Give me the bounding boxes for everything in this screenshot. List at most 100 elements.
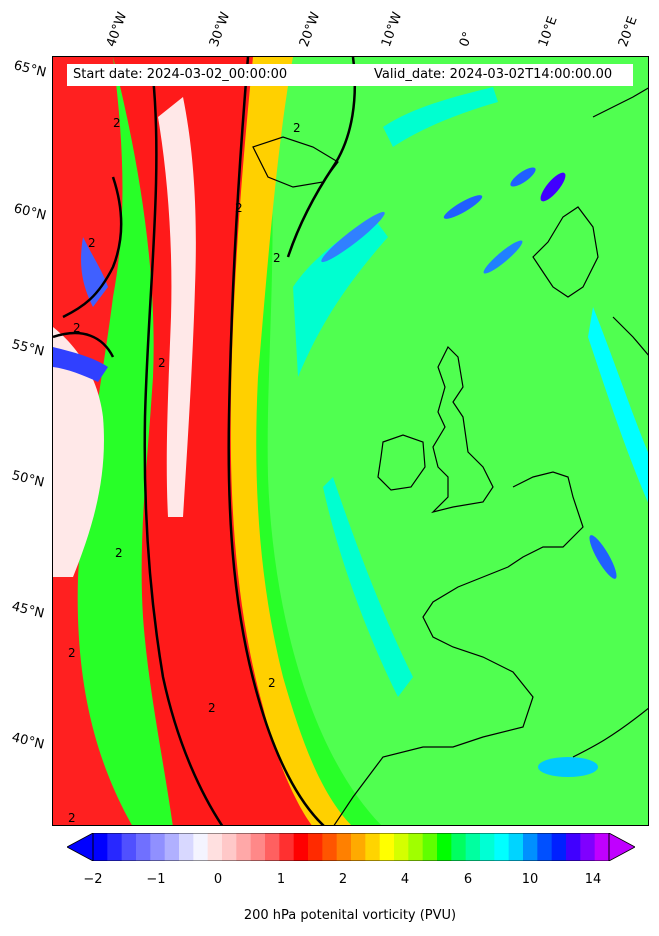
colorbar-cell (136, 833, 151, 861)
colorbar-cell (93, 833, 108, 861)
lat-tick-40n: 40°N (10, 730, 46, 753)
colorbar-cell (293, 833, 309, 861)
colorbar-cell (193, 833, 209, 861)
lat-tick-55n: 55°N (10, 337, 46, 360)
coastline-baltic (612, 316, 648, 356)
contour-label: 2 (208, 701, 216, 715)
colorbar (67, 833, 635, 861)
colorbar-cell (508, 833, 524, 861)
colorbar-cell (566, 833, 581, 861)
colorbar-cell (394, 833, 409, 861)
colorbar-cell (308, 833, 323, 861)
coastline-ireland (377, 434, 426, 491)
colorbar-cell (494, 833, 510, 861)
lon-tick-20w: 20°W (296, 10, 324, 49)
blue-streak-3 (510, 167, 536, 187)
blue-pocket-2 (53, 347, 108, 382)
colorbar-tick: −1 (146, 872, 166, 887)
contour-label: 2 (68, 646, 76, 660)
colorbar-cell (107, 833, 123, 861)
red-ridge (113, 57, 312, 825)
colorbar-cell (465, 833, 481, 861)
lat-tick-60n: 60°N (12, 201, 48, 224)
yellow-transition (229, 57, 352, 825)
start-date-label: Start date: 2024-03-02_00:00:00 (73, 67, 288, 82)
contour-line-4 (53, 331, 115, 358)
colorbar-cell (379, 833, 395, 861)
red-west (53, 57, 132, 825)
coastline-norway (532, 206, 599, 298)
coastline-south (572, 707, 648, 758)
colorbar-tick: 1 (276, 872, 286, 887)
pv-field: 2 2 2 2 2 2 2 2 2 2 2 2 (53, 57, 648, 825)
colorbar-min-arrow (67, 833, 94, 861)
contour-label: 2 (88, 236, 96, 250)
contour-line-5 (62, 176, 123, 319)
lat-tick-45n: 45°N (10, 599, 46, 622)
colorbar-cells (93, 833, 610, 861)
lon-tick-10w: 10°W (378, 10, 406, 49)
contour-label: 2 (113, 116, 121, 130)
coastline-iceland (252, 136, 339, 188)
colorbar-cell (551, 833, 567, 861)
pale-core-1 (158, 97, 196, 517)
colorbar-cell (422, 833, 438, 861)
colorbar-label: 200 hPa potenital vorticity (PVU) (243, 908, 457, 923)
colorbar-cell (365, 833, 381, 861)
colorbar-cell (408, 833, 424, 861)
colorbar-tick: 6 (463, 872, 473, 887)
header-strip (67, 64, 633, 86)
colorbar-tick: 10 (521, 872, 539, 887)
colorbar-cell (207, 833, 223, 861)
contour-label: 2 (73, 321, 81, 335)
lon-tick-20e: 20°E (615, 14, 641, 50)
map-panel: 2 2 2 2 2 2 2 2 2 2 2 2 (52, 56, 649, 826)
colorbar-cell (121, 833, 137, 861)
lon-tick-40w: 40°W (103, 10, 131, 49)
valid-date-label: Valid_date: 2024-03-02T14:00:00.00 (374, 67, 613, 82)
colorbar-cell (451, 833, 467, 861)
colorbar-cell (594, 833, 610, 861)
lon-tick-30w: 30°W (206, 10, 234, 49)
colorbar-tick: −2 (83, 872, 103, 887)
contour-label: 2 (273, 251, 281, 265)
cyan-band-2 (323, 477, 413, 697)
colorbar-cell (523, 833, 538, 861)
contour-label: 2 (115, 546, 123, 560)
contour-label: 2 (293, 121, 301, 135)
cyan-band-3 (383, 87, 498, 147)
colorbar-cell (150, 833, 166, 861)
blue-streak-4 (540, 172, 566, 202)
colorbar-tick: 2 (338, 872, 348, 887)
blue-streak-1 (321, 211, 385, 263)
colorbar-cell (336, 833, 352, 861)
colorbar-cell (222, 833, 237, 861)
colorbar-cell (279, 833, 295, 861)
lon-tick-0: 0° (456, 29, 477, 49)
coastline-north (592, 87, 648, 118)
colorbar-cell (322, 833, 338, 861)
blue-streak-2 (443, 195, 483, 219)
contour-label: 2 (268, 676, 276, 690)
contour-line-1 (227, 57, 325, 825)
cyan-band-1 (293, 217, 388, 377)
blue-streak-5 (483, 240, 523, 274)
contour-line-3 (286, 57, 357, 258)
contour-label: 2 (158, 356, 166, 370)
colorbar-cell (164, 833, 180, 861)
colorbar-max-arrow (608, 833, 635, 861)
colorbar-cell (351, 833, 366, 861)
lon-tick-10e: 10°E (535, 14, 561, 50)
lat-tick-65n: 65°N (12, 58, 48, 81)
colorbar-cell (480, 833, 495, 861)
colorbar-tick: 4 (400, 872, 410, 887)
coastline-continent (333, 471, 584, 825)
contour-line-2 (143, 76, 224, 825)
contour-label: 2 (68, 811, 76, 825)
colorbar-tick: 14 (584, 872, 602, 887)
pale-core-2 (53, 327, 104, 577)
blue-streak-7 (538, 757, 598, 777)
blue-pocket-1 (81, 237, 108, 307)
colorbar-cell (179, 833, 194, 861)
cyan-band-4 (588, 307, 648, 503)
